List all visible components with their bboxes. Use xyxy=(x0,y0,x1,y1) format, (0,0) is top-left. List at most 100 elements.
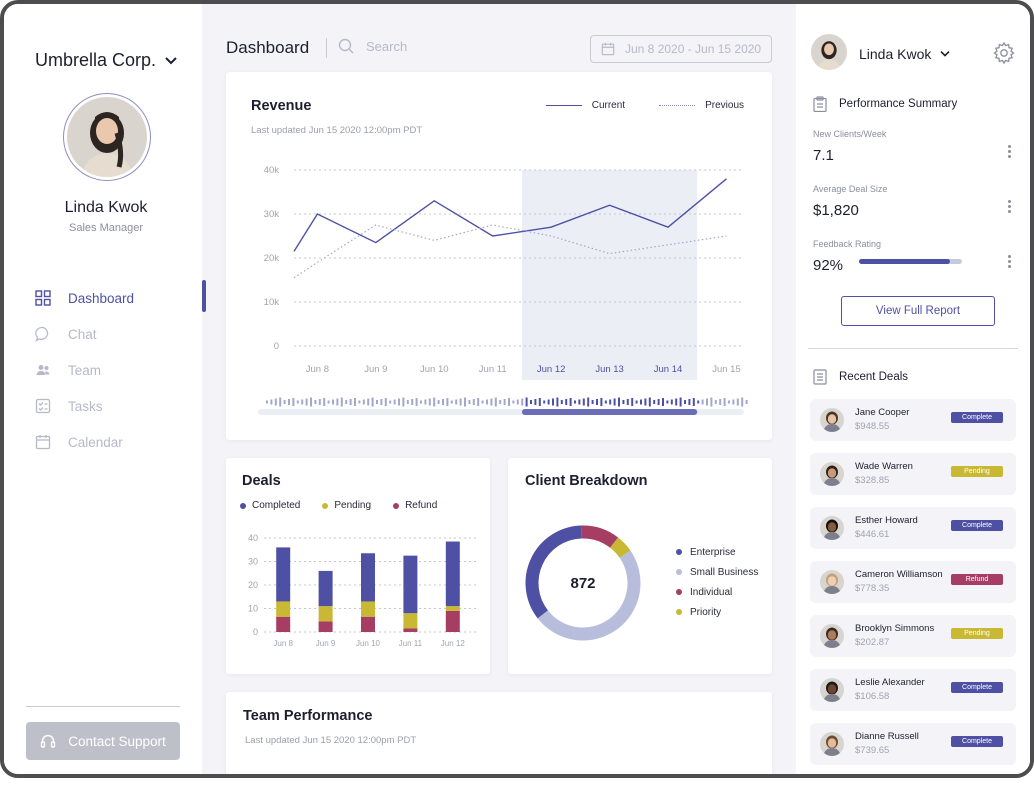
scrubber-tick xyxy=(530,400,532,404)
sidebar-item-tasks[interactable]: Tasks xyxy=(34,388,206,424)
sidebar-item-team[interactable]: Team xyxy=(34,352,206,388)
y-tick-label: 30 xyxy=(248,557,258,567)
contact-support-button[interactable]: Contact Support xyxy=(26,722,180,760)
y-tick-label: 40 xyxy=(248,533,258,543)
scrubber-tick xyxy=(433,397,436,407)
sidebar-item-calendar[interactable]: Calendar xyxy=(34,424,206,460)
view-full-report-button[interactable]: View Full Report xyxy=(841,296,995,326)
deal-row[interactable]: Cameron Williamson $778.35 Refund xyxy=(810,561,1016,603)
y-tick-label: 0 xyxy=(253,627,258,637)
scrubber-tick xyxy=(472,399,475,405)
avatar[interactable] xyxy=(811,34,847,70)
scrubber-tick xyxy=(556,397,559,407)
more-options-icon[interactable] xyxy=(1006,255,1012,270)
y-tick-label: 10 xyxy=(248,604,258,614)
scrubber-tick xyxy=(323,398,326,406)
scrubber-tick xyxy=(428,398,431,406)
gear-icon[interactable] xyxy=(992,41,1016,65)
highlight-range xyxy=(521,170,698,380)
legend-label: Enterprise xyxy=(690,546,736,558)
scrubber-tick xyxy=(714,400,717,404)
legend-individual: Individual xyxy=(676,582,758,602)
status-badge: Pending xyxy=(951,466,1003,477)
more-options-icon[interactable] xyxy=(1006,200,1012,215)
sidebar-item-chat[interactable]: Chat xyxy=(34,316,206,352)
avatar xyxy=(820,570,844,594)
legend-dot xyxy=(676,569,682,575)
revenue-chart[interactable]: 0 10k 20k 30k 40k Jun 8 Jun 9 Jun 10 Jun 11 Jun 1… xyxy=(226,72,772,440)
scrubber-tick xyxy=(631,398,634,406)
deal-row[interactable]: Dianne Russell $739.65 Complete xyxy=(810,723,1016,765)
scrubber-tick xyxy=(648,397,651,407)
deal-name: Dianne Russell xyxy=(855,731,919,742)
scrubber-tick xyxy=(411,399,414,405)
bar-segment-refund xyxy=(276,616,291,632)
performance-summary-title: Performance Summary xyxy=(839,98,958,110)
client-breakdown-card: Client Breakdown 872 Enterprise Small Bu… xyxy=(508,458,772,674)
bar-segment-completed xyxy=(276,547,291,602)
scrubber-tick xyxy=(362,399,365,405)
deal-name: Esther Howard xyxy=(855,515,918,526)
scrubber-tick xyxy=(402,397,405,407)
deals-card: Deals Completed Pending Refund 0 10 20 30 40… xyxy=(226,458,490,674)
metric-value: $1,820 xyxy=(813,202,859,219)
scrubber-tick xyxy=(292,398,295,406)
deal-row[interactable]: Esther Howard $446.61 Complete xyxy=(810,507,1016,549)
scrubber-tick xyxy=(679,397,682,407)
status-badge: Complete xyxy=(951,412,1003,423)
y-tick-label: 40k xyxy=(264,165,280,176)
scrubber-tick xyxy=(657,399,660,405)
y-tick-label: 30k xyxy=(264,209,280,220)
x-tick-label: Jun 9 xyxy=(364,364,387,375)
scrubber-tick xyxy=(336,398,339,406)
deal-avatar-photo xyxy=(820,624,844,648)
x-tick-label: Jun 11 xyxy=(399,639,423,648)
company-switcher[interactable]: Umbrella Corp. xyxy=(35,50,178,71)
solid-line-swatch xyxy=(545,105,582,106)
deal-row[interactable]: Brooklyn Simmons $202.87 Pending xyxy=(810,615,1016,657)
deal-avatar-photo xyxy=(820,462,844,486)
scrubber-tick xyxy=(393,399,396,405)
scrubber-tick xyxy=(305,398,308,406)
more-options-icon[interactable] xyxy=(1006,145,1012,160)
scrubber-tick xyxy=(376,400,378,404)
legend-small-business: Small Business xyxy=(676,562,758,582)
scrubber-tick xyxy=(332,399,334,405)
legend-dot xyxy=(676,589,682,595)
scrubber-tick xyxy=(455,399,458,405)
deal-row[interactable]: Jane Cooper $948.55 Complete xyxy=(810,399,1016,441)
scrubber-tick xyxy=(340,397,343,407)
scrubber-tick xyxy=(670,399,673,405)
avatar xyxy=(820,462,844,486)
scrubber-tick xyxy=(406,400,409,404)
bar-segment-refund xyxy=(318,621,333,632)
deals-chart[interactable]: 0 10 20 30 40 Jun 8 Jun 9 Jun 10 Jun 11 Jun 12 xyxy=(226,458,490,674)
deal-row[interactable]: Leslie Alexander $106.58 Complete xyxy=(810,669,1016,711)
header-divider xyxy=(326,38,327,58)
avatar xyxy=(820,624,844,648)
deal-name: Wade Warren xyxy=(855,461,913,472)
avatar[interactable] xyxy=(63,93,151,181)
scrubber-tick xyxy=(371,397,374,407)
scrubber-tick xyxy=(582,398,585,406)
scrubber-tick xyxy=(481,400,484,404)
sidebar: Umbrella Corp. Linda Kwok Sales Manager … xyxy=(4,4,206,774)
team-performance-card: Team Performance Last updated Jun 15 202… xyxy=(226,692,772,774)
client-donut-chart[interactable]: 872 xyxy=(508,458,772,674)
y-tick-label: 20 xyxy=(248,580,258,590)
legend-label: Priority xyxy=(690,606,722,618)
scrubber-tick xyxy=(310,397,312,407)
y-tick-label: 10k xyxy=(264,297,280,308)
deal-avatar-photo xyxy=(820,678,844,702)
scrubber-tick xyxy=(534,399,537,405)
scrubber-tick xyxy=(565,399,568,405)
deal-row[interactable]: Wade Warren $328.85 Pending xyxy=(810,453,1016,495)
legend-pending: Pending xyxy=(322,500,371,511)
scrubber-tick xyxy=(697,400,700,404)
date-range-picker[interactable]: Jun 8 2020 - Jun 15 2020 xyxy=(590,35,772,63)
clipboard-icon xyxy=(813,96,827,112)
sidebar-item-dashboard[interactable]: Dashboard xyxy=(34,280,206,316)
user-menu[interactable]: Linda Kwok xyxy=(859,46,951,62)
search-input[interactable]: Search xyxy=(338,38,407,54)
legend-label: Pending xyxy=(334,500,372,511)
